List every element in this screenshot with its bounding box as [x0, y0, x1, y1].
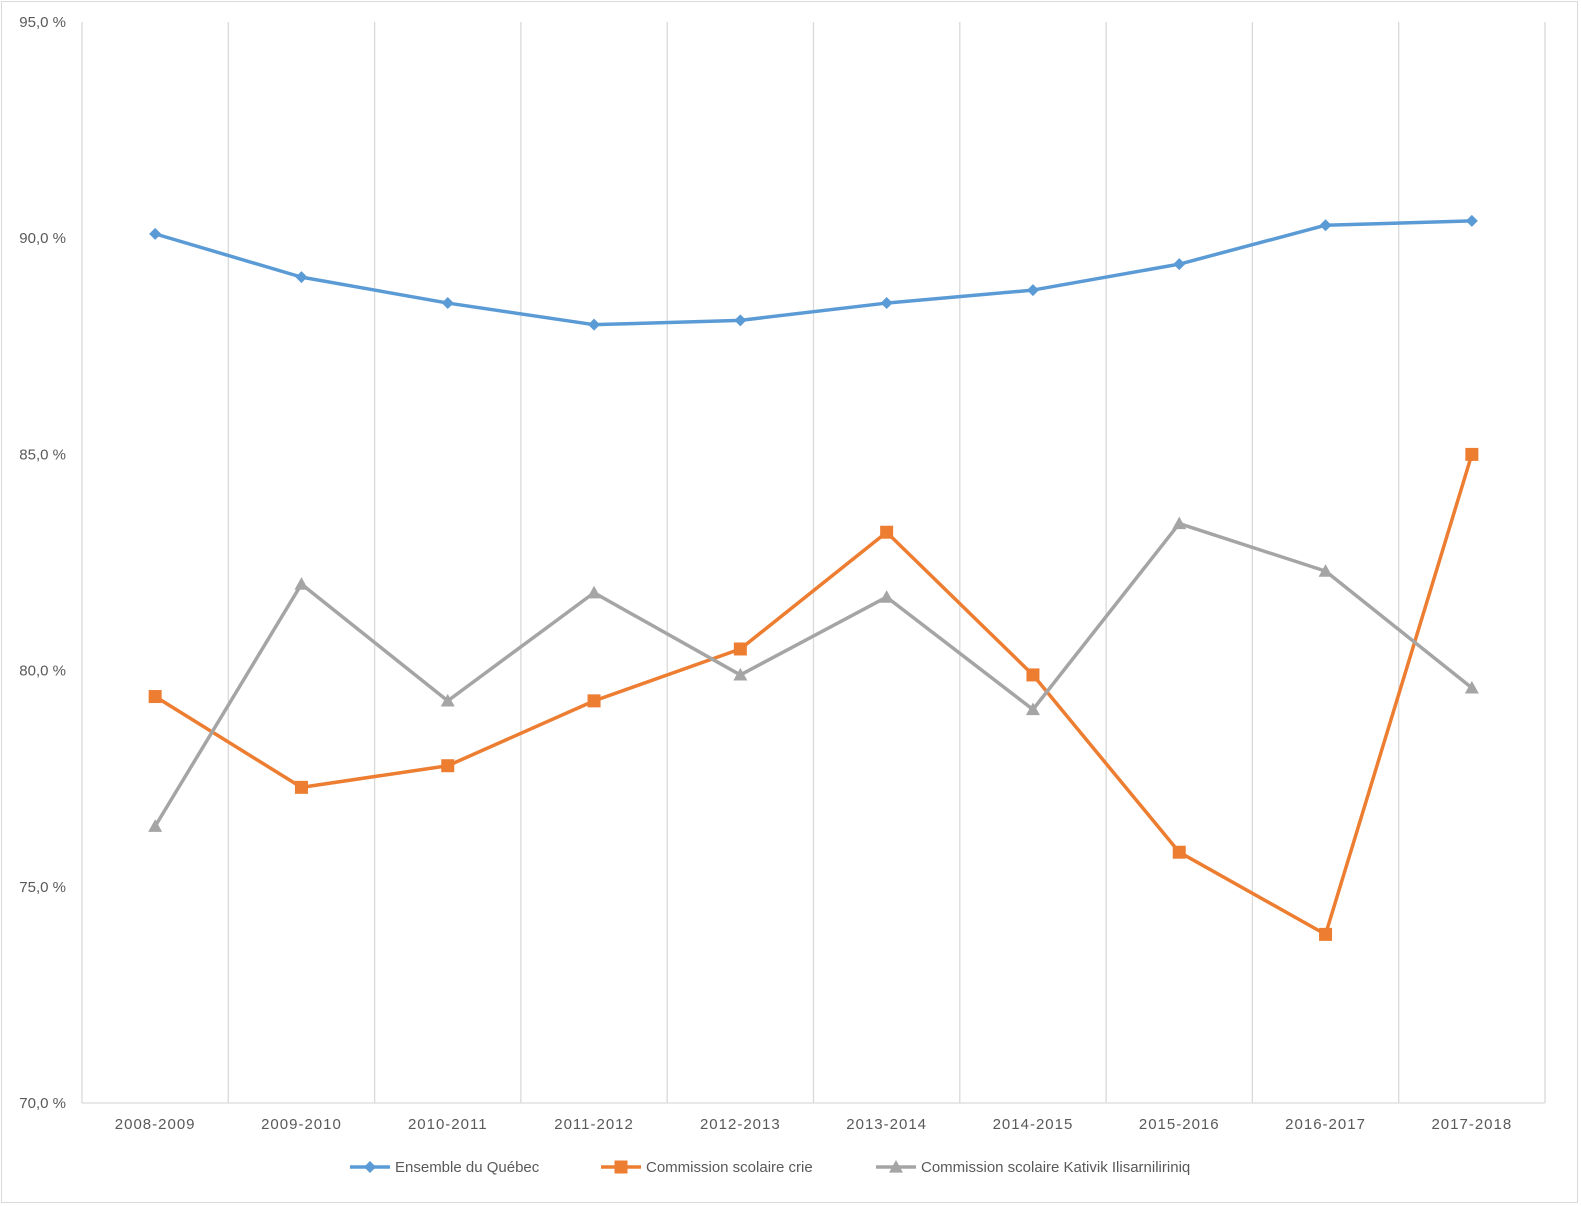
data-point: [1026, 668, 1040, 682]
legend-item: Ensemble du Québec: [350, 1159, 540, 1176]
data-point: [1319, 927, 1333, 941]
data-point: [889, 1160, 903, 1173]
data-point: [1172, 845, 1186, 859]
series-group: [148, 214, 1479, 941]
data-point: [148, 690, 162, 704]
series-3: [148, 516, 1479, 832]
legend: Ensemble du Québec Commission scolaire cr…: [350, 1159, 1190, 1176]
grid-lines: [81, 22, 1546, 1104]
data-point: [1465, 447, 1479, 461]
data-point: [587, 694, 601, 708]
legend-label: Ensemble du Québec: [395, 1159, 540, 1176]
data-point: [1173, 258, 1186, 271]
legend-item: Commission scolaire Kativik Ilisarniliri…: [876, 1159, 1190, 1176]
data-point: [1465, 214, 1478, 227]
series-1: [149, 214, 1478, 331]
data-point: [294, 577, 309, 590]
data-point: [733, 642, 747, 656]
data-point: [588, 318, 601, 331]
x-tick-label: 2014-2015: [993, 1116, 1074, 1133]
data-point: [1025, 702, 1040, 716]
y-tick-label: 90,0 %: [19, 230, 66, 247]
y-tick-label: 95,0 %: [19, 14, 66, 31]
y-tick-label: 85,0 %: [19, 446, 66, 463]
series-2: [148, 447, 1479, 941]
data-point: [148, 819, 163, 832]
data-point: [879, 590, 894, 603]
data-point: [587, 585, 602, 599]
x-tick-label: 2008-2009: [115, 1116, 196, 1133]
y-tick-label: 80,0 %: [19, 663, 66, 680]
legend-label: Commission scolaire Kativik Ilisarniliri…: [921, 1159, 1190, 1176]
x-tick-label: 2010-2011: [408, 1116, 488, 1133]
x-tick-label: 2011-2012: [554, 1116, 634, 1133]
x-tick-label: 2017-2018: [1431, 1116, 1512, 1133]
data-point: [614, 1160, 628, 1174]
x-tick-label: 2016-2017: [1285, 1116, 1366, 1133]
data-point: [441, 297, 454, 310]
data-point: [734, 314, 747, 327]
y-tick-label: 70,0 %: [19, 1095, 66, 1112]
data-point: [1172, 516, 1187, 530]
data-point: [1026, 284, 1039, 297]
series-line: [153, 452, 1474, 937]
data-point: [294, 780, 308, 794]
x-tick-label: 2012-2013: [700, 1116, 781, 1133]
data-point: [880, 297, 893, 310]
data-point: [1318, 564, 1333, 577]
x-tick-label: 2015-2016: [1139, 1116, 1220, 1133]
data-point: [441, 759, 455, 773]
x-tick-label: 2013-2014: [846, 1116, 927, 1133]
x-axis-ticks: 2008-2009 2009-2010 2010-2011 2011-2012 2012…: [115, 1116, 1512, 1133]
data-point: [733, 667, 748, 681]
legend-item: Commission scolaire crie: [601, 1159, 813, 1176]
data-point: [364, 1161, 376, 1173]
legend-label: Commission scolaire crie: [646, 1159, 813, 1176]
series-line: [153, 219, 1474, 327]
y-tick-label: 75,0 %: [19, 879, 66, 896]
data-point: [880, 525, 894, 539]
data-point: [295, 271, 308, 284]
data-point: [440, 693, 455, 707]
data-point: [149, 227, 162, 240]
x-tick-label: 2009-2010: [261, 1116, 342, 1133]
data-point: [1319, 219, 1332, 232]
y-axis-ticks: 70,0 % 75,0 % 80,0 % 85,0 % 90,0 % 95,0 %: [19, 14, 66, 1112]
series-line: [153, 521, 1474, 829]
data-point: [1464, 680, 1479, 694]
